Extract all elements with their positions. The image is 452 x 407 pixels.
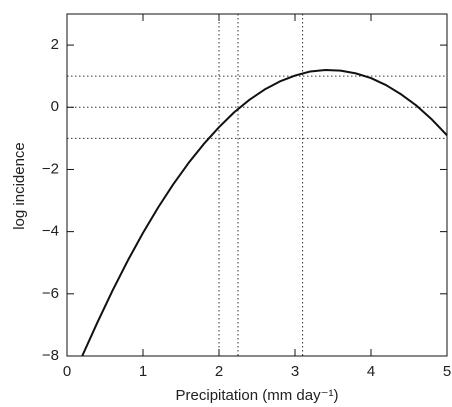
x-axis-label: Precipitation (mm day⁻¹) <box>176 387 339 404</box>
y-axis-label: log incidence <box>11 142 28 230</box>
y-tick-label: −6 <box>42 285 59 302</box>
y-tick-label: −4 <box>42 223 59 240</box>
x-tick-label: 2 <box>215 363 223 380</box>
x-tick-label: 5 <box>443 363 451 380</box>
x-tick-label: 4 <box>367 363 375 380</box>
x-tick-label: 3 <box>291 363 299 380</box>
x-tick-label: 1 <box>139 363 147 380</box>
curve <box>81 68 448 357</box>
y-tick-label: 0 <box>51 98 59 115</box>
y-tick-label: 2 <box>51 36 59 53</box>
y-tick-label: −8 <box>42 347 59 364</box>
y-tick-label: −2 <box>42 160 59 177</box>
plot-frame <box>66 13 448 357</box>
x-tick-label: 0 <box>63 363 71 380</box>
